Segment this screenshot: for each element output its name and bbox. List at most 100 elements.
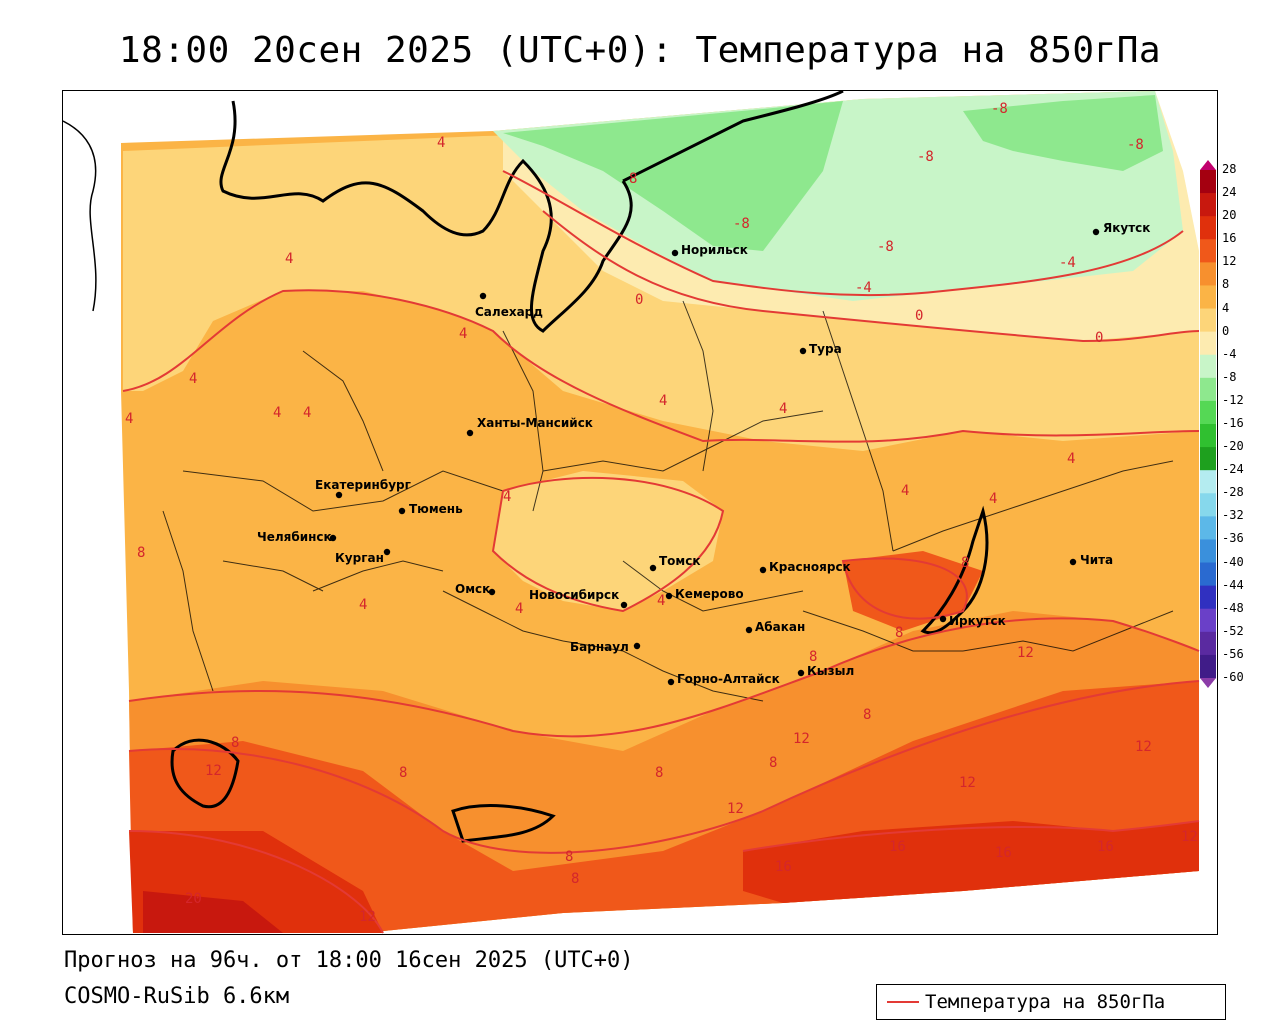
svg-text:Курган: Курган — [335, 551, 384, 565]
contour-label: 0 — [635, 292, 643, 308]
model-info: COSMO-RuSib 6.6км — [64, 984, 290, 1009]
contour-label: 8 — [565, 849, 573, 865]
colorbar-tick-label: -8 — [1222, 369, 1237, 384]
city-chita: Чита — [1069, 553, 1113, 567]
colorbar-tick-label: -28 — [1222, 485, 1244, 500]
contour-label: 8 — [399, 765, 407, 781]
colorbar-segment — [1200, 608, 1216, 633]
colorbar-tick-label: 20 — [1222, 208, 1237, 223]
contour-label: 8 — [961, 555, 969, 571]
city-salekhard: Салехард — [475, 292, 543, 319]
colorbar-tick-label: -48 — [1222, 600, 1244, 615]
coastline-yamal — [219, 100, 633, 333]
colorbar-segment — [1200, 585, 1216, 610]
colorbar-tick-label: -32 — [1222, 508, 1244, 523]
contour-label: 4 — [189, 371, 197, 387]
isotherms — [122, 170, 1200, 934]
city-abakan: Абакан — [745, 620, 805, 634]
svg-text:Тура: Тура — [809, 342, 842, 356]
colorbar-segment — [1200, 400, 1216, 425]
contour-label: 12 — [359, 909, 376, 925]
contour-label: 4 — [901, 483, 909, 499]
svg-text:Омск: Омск — [455, 582, 490, 596]
city-tyumen: Тюмень — [398, 502, 463, 516]
zone-minus12-minus8 — [503, 101, 843, 251]
colorbar-segment — [1200, 262, 1216, 286]
contour-label: 4 — [459, 326, 467, 342]
contour-label: 8 — [137, 545, 145, 561]
colorbar-tick-label: -4 — [1222, 346, 1237, 361]
city-kyzyl: Кызыл — [797, 664, 854, 678]
colorbar-segment — [1200, 470, 1216, 494]
contour-label: 4 — [989, 491, 997, 507]
contour-label: 8 — [629, 171, 637, 187]
svg-text:Якутск: Якутск — [1103, 221, 1150, 235]
contour-label: -8 — [991, 101, 1008, 117]
contour-label: 8 — [895, 625, 903, 641]
forecast-info: Прогноз на 96ч. от 18:00 16сен 2025 (UTC… — [64, 948, 634, 973]
colorbar-tick-label: -16 — [1222, 416, 1244, 430]
lake-balkhash — [451, 804, 556, 843]
svg-text:Горно-Алтайск: Горно-Алтайск — [677, 672, 780, 686]
contour-label: 12 — [1017, 645, 1034, 661]
svg-text:Красноярск: Красноярск — [769, 560, 851, 574]
contour-label: 4 — [779, 401, 787, 417]
contour-label: 12 — [959, 775, 976, 791]
contour-label: 20 — [185, 891, 202, 907]
city-novosibirsk: Новосибирск — [529, 588, 628, 609]
colorbar-tick-label: -40 — [1222, 554, 1244, 569]
contour-label: 12 — [1135, 739, 1152, 755]
contour-label: -4 — [855, 280, 872, 296]
city-kemerovo: Кемерово — [665, 587, 744, 601]
contour-label: -8 — [877, 239, 894, 255]
colorbar-segment — [1200, 354, 1216, 379]
colorbar-segment — [1200, 193, 1216, 217]
city-chelyabinsk: Челябинск — [257, 530, 337, 544]
svg-text:Барнаул: Барнаул — [570, 640, 629, 654]
contour-label: 16 — [995, 845, 1012, 861]
zone-minus12-minus8-ne — [963, 95, 1163, 171]
colorbar-tick-label: -36 — [1222, 531, 1244, 546]
svg-text:Челябинск: Челябинск — [257, 530, 332, 544]
contour-label: 16 — [775, 859, 792, 875]
city-barnaul: Барнаул — [570, 640, 641, 654]
colorbar-segment — [1200, 308, 1216, 333]
contour-label: 8 — [863, 707, 871, 723]
contour-label: 4 — [359, 597, 367, 613]
svg-text:Томск: Томск — [659, 554, 701, 568]
colorbar-tick-label: 24 — [1222, 185, 1237, 200]
contour-label: 4 — [285, 251, 293, 267]
city-tura: Тура — [799, 342, 842, 356]
contour-label: 8 — [809, 649, 817, 665]
colorbar-segment — [1200, 631, 1216, 656]
svg-text:Екатеринбург: Екатеринбург — [315, 478, 411, 492]
contour-label: 4 — [125, 411, 133, 427]
colorbar-segment — [1200, 516, 1216, 540]
zone-20-plus — [143, 891, 283, 933]
colorbar-arrow-bottom — [1200, 678, 1216, 688]
svg-text:Иркутск: Иркутск — [949, 614, 1006, 628]
contour-label: -4 — [1059, 255, 1076, 271]
contour-label: 4 — [437, 135, 445, 151]
coast-nw — [63, 120, 97, 312]
city-omsk: Омск — [455, 582, 496, 596]
legend: Температура на 850гПа — [876, 984, 1226, 1020]
contour-label: -8 — [1127, 137, 1144, 153]
svg-text:Чита: Чита — [1080, 553, 1113, 567]
contour-label: 16 — [1097, 839, 1114, 855]
contour-value-labels: -8 -8 -8 -8 -8 -4 -4 0 0 0 8 4 4 4 4 4 4… — [125, 101, 1198, 925]
contour-label: -8 — [733, 216, 750, 232]
colorbar-segment — [1200, 424, 1216, 448]
lake-baikal — [920, 505, 989, 635]
city-norilsk: Норильск — [671, 243, 748, 257]
city-irkutsk: Иркутск — [939, 614, 1006, 628]
contour-label: 4 — [657, 593, 665, 609]
admin-borders — [162, 300, 1174, 702]
colorbar-segment — [1200, 377, 1216, 402]
colorbar-tick-label: -56 — [1222, 646, 1244, 661]
colorbar-tick-label: -12 — [1222, 392, 1244, 407]
svg-text:Ханты-Мансийск: Ханты-Мансийск — [477, 416, 593, 430]
city-khanty-mansiysk: Ханты-Мансийск — [466, 416, 593, 437]
colorbar-tick-label: -24 — [1222, 462, 1244, 477]
colorbar-segment — [1200, 562, 1216, 587]
